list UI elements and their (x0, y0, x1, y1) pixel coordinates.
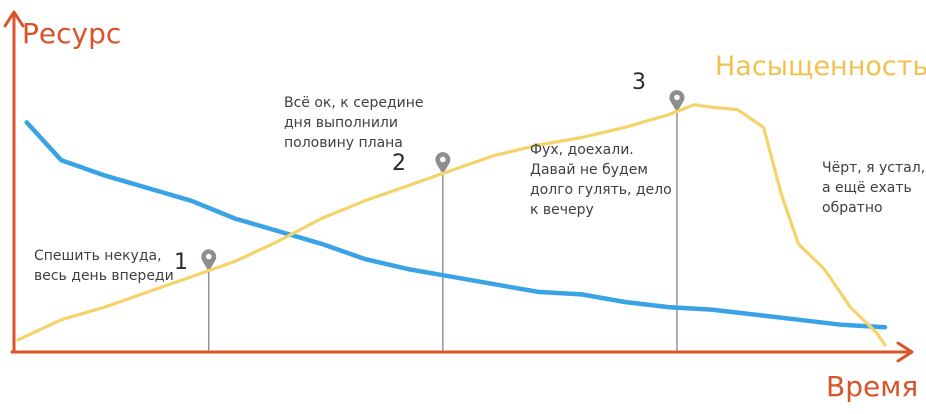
map-pin-hole (440, 156, 446, 163)
resource-line (24, 120, 888, 330)
y-axis-arrow (3, 10, 25, 28)
note-3: Фух, доехали. Давай не будем долго гулят… (530, 142, 672, 218)
marker-number-2: 2 (392, 151, 406, 176)
x-axis-title: Время (826, 370, 919, 403)
series-layer (16, 103, 888, 347)
marker-number-1: 1 (174, 250, 188, 275)
note-4: Чёрт, я устал, а ещё ехать обратно (822, 160, 926, 216)
map-pin-hole (205, 253, 212, 260)
map-pin-icon (201, 249, 217, 272)
saturation-title: Насыщенность (715, 51, 926, 82)
map-pin-hole (674, 94, 680, 101)
markers-layer (201, 90, 685, 351)
map-pin-icon (435, 152, 451, 175)
y-axis-title: Ресурс (22, 17, 122, 50)
marker-number-3: 3 (632, 70, 646, 95)
note-2: Всё ок, к середине дня выполнили половин… (284, 95, 424, 151)
x-axis-arrow (896, 341, 914, 363)
saturation-line (16, 103, 887, 347)
note-1: Спешить некуда, весь день впереди (34, 248, 174, 284)
map-pin-icon (669, 90, 685, 113)
